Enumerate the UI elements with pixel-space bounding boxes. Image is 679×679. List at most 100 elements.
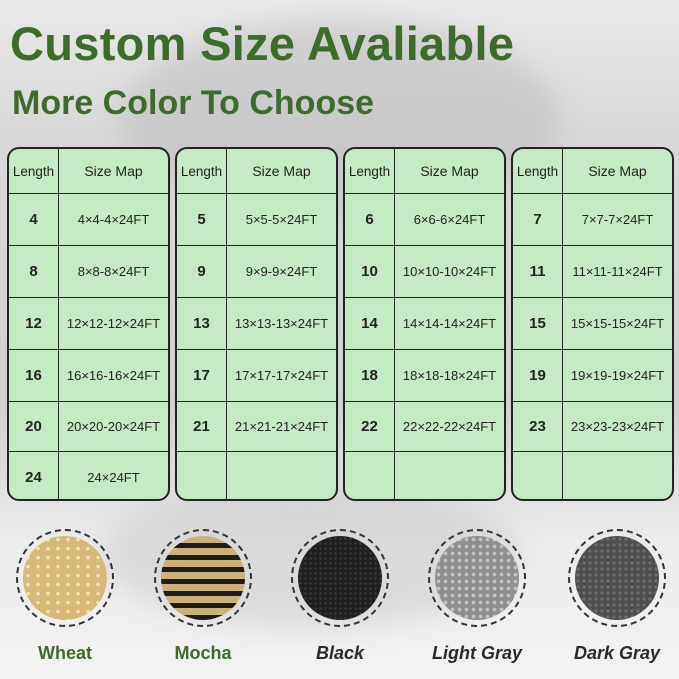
length-cell: 4 [9,194,59,245]
size-cell: 16×16-16×24FT [66,368,161,383]
table-row [513,452,672,499]
swatch-wheat[interactable] [16,529,114,627]
table-header: Length Size Map [513,149,672,194]
size-cell: 8×8-8×24FT [77,264,150,279]
swatch-label: Black [315,643,365,663]
table-row: 17 17×17-17×24FT [177,350,336,402]
length-cell: 13 [177,298,227,349]
size-table: Length Size Map 7 7×7-7×24FT 11 11×11-11×24FT… [511,147,674,501]
table-row: 11 11×11-11×24FT [513,246,672,298]
table-row: 23 23×23-23×24FT [513,402,672,452]
size-cell: 6×6-6×24FT [413,212,486,227]
length-cell: 6 [345,194,395,245]
size-cell: 14×14-14×24FT [402,316,497,331]
fabric-texture [435,536,519,620]
size-cell [563,452,672,499]
size-map-header: Size Map [252,163,311,179]
table-row: 9 9×9-9×24FT [177,246,336,298]
size-cell: 4×4-4×24FT [77,212,150,227]
length-cell: 11 [513,246,563,297]
length-cell [345,452,395,499]
table-row: 10 10×10-10×24FT [345,246,504,298]
fabric-texture [161,536,245,620]
size-cell: 12×12-12×24FT [66,316,161,331]
length-cell: 17 [177,350,227,401]
table-row: 12 12×12-12×24FT [9,298,168,350]
table-header: Length Size Map [345,149,504,194]
size-cell: 5×5-5×24FT [245,212,318,227]
length-cell: 20 [9,402,59,451]
swatch-light-gray[interactable] [428,529,526,627]
length-cell: 24 [9,452,59,499]
length-cell: 12 [9,298,59,349]
size-map-header: Size Map [420,163,479,179]
table-row: 8 8×8-8×24FT [9,246,168,298]
length-cell: 9 [177,246,227,297]
length-cell: 7 [513,194,563,245]
size-cell: 9×9-9×24FT [245,264,318,279]
swatch-label: Wheat [38,643,92,663]
swatch-dark-gray[interactable] [568,529,666,627]
table-row: 13 13×13-13×24FT [177,298,336,350]
table-row: 20 20×20-20×24FT [9,402,168,452]
size-cell: 19×19-19×24FT [570,368,665,383]
table-header: Length Size Map [177,149,336,194]
size-cell: 15×15-15×24FT [570,316,665,331]
size-cell: 22×22-22×24FT [402,419,497,434]
size-cell: 11×11-11×24FT [572,264,663,279]
table-row: 5 5×5-5×24FT [177,194,336,246]
table-row: 18 18×18-18×24FT [345,350,504,402]
table-row: 14 14×14-14×24FT [345,298,504,350]
size-cell: 21×21-21×24FT [234,419,329,434]
length-cell: 22 [345,402,395,451]
size-cell: 13×13-13×24FT [234,316,329,331]
size-map-header: Size Map [84,163,143,179]
table-header: Length Size Map [9,149,168,194]
swatch-label: Light Gray [431,643,522,663]
size-cell: 24×24FT [87,469,140,485]
length-cell: 10 [345,246,395,297]
table-row: 19 19×19-19×24FT [513,350,672,402]
table-row [177,452,336,499]
table-row: 6 6×6-6×24FT [345,194,504,246]
table-row: 21 21×21-21×24FT [177,402,336,452]
length-cell: 15 [513,298,563,349]
length-header: Length [9,149,59,193]
table-row [345,452,504,499]
size-cell: 18×18-18×24FT [402,368,497,383]
size-cell: 20×20-20×24FT [66,419,161,434]
length-cell: 23 [513,402,563,451]
length-cell: 16 [9,350,59,401]
length-cell: 5 [177,194,227,245]
fabric-texture [575,536,659,620]
table-row: 15 15×15-15×24FT [513,298,672,350]
table-row: 7 7×7-7×24FT [513,194,672,246]
swatch-label: Dark Gray [573,643,661,663]
size-table: Length Size Map 4 4×4-4×24FT 8 8×8-8×24FT 12 12… [7,147,170,501]
swatch-label: Mocha [174,643,232,663]
size-cell: 23×23-23×24FT [570,419,665,434]
size-map-header: Size Map [588,163,647,179]
size-table: Length Size Map 6 6×6-6×24FT 10 10×10-10×24FT… [343,147,506,501]
page-title: Custom Size Avaliable [10,17,515,70]
length-cell: 14 [345,298,395,349]
length-cell: 19 [513,350,563,401]
length-cell: 21 [177,402,227,451]
swatch-black[interactable] [291,529,389,627]
table-row: 24 24×24FT [9,452,168,499]
size-cell: 7×7-7×24FT [581,212,654,227]
size-cell [395,452,504,499]
length-header: Length [345,149,395,193]
length-cell [177,452,227,499]
page-subtitle: More Color To Choose [12,84,375,122]
fabric-texture [298,536,382,620]
size-cell: 10×10-10×24FT [402,264,497,279]
size-cell: 17×17-17×24FT [234,368,329,383]
table-row: 4 4×4-4×24FT [9,194,168,246]
length-header: Length [177,149,227,193]
length-cell: 8 [9,246,59,297]
fabric-texture [23,536,107,620]
swatch-mocha[interactable] [154,529,252,627]
length-header: Length [513,149,563,193]
size-table: Length Size Map 5 5×5-5×24FT 9 9×9-9×24FT 13 13… [175,147,338,501]
